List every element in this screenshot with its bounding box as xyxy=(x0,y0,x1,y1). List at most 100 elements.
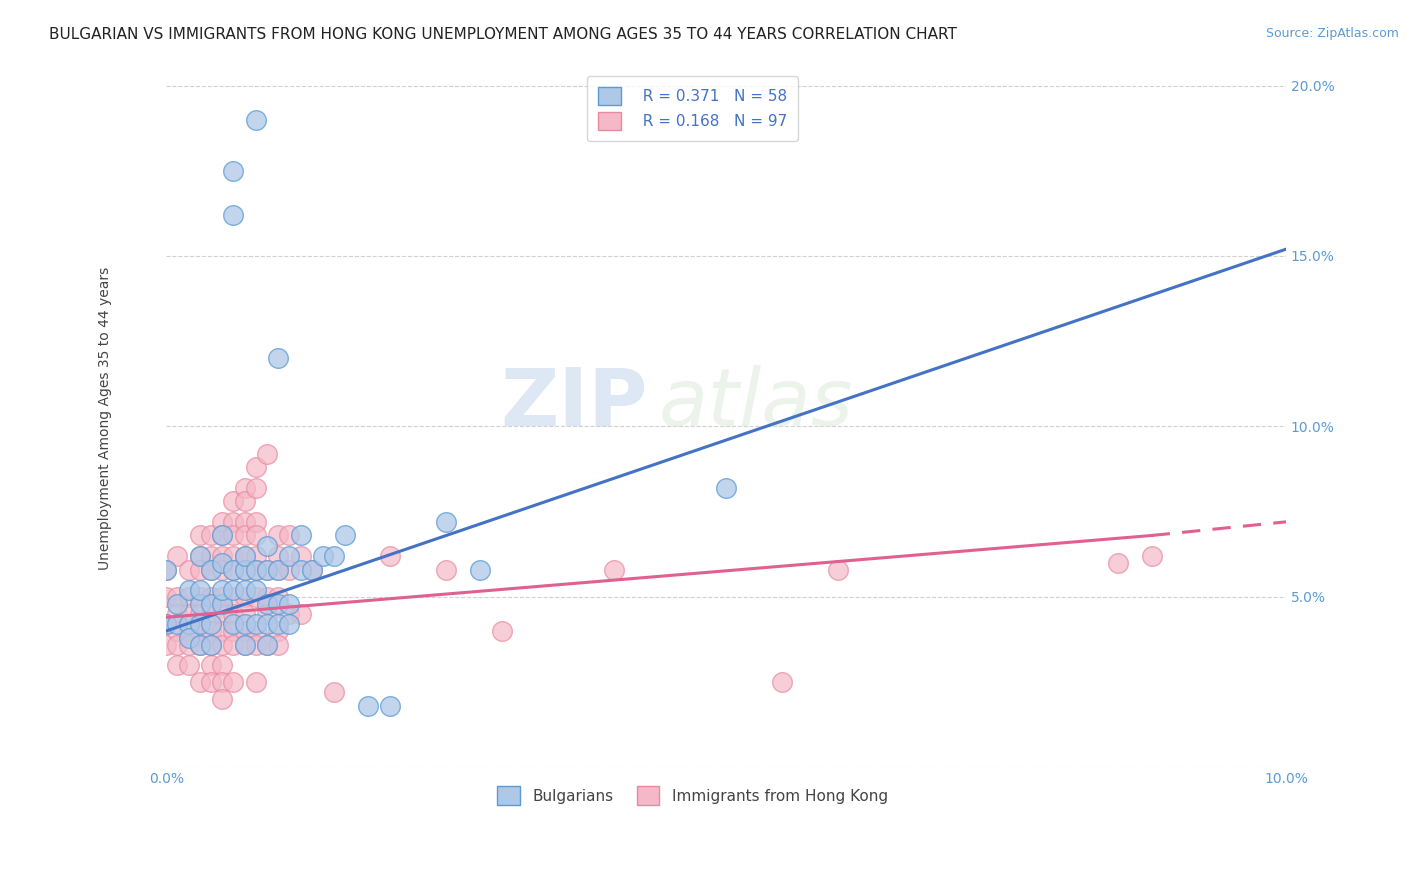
Point xyxy=(200,590,222,604)
Point xyxy=(166,549,188,563)
Point xyxy=(267,528,290,542)
Point xyxy=(200,617,222,632)
Point xyxy=(245,563,267,577)
Point xyxy=(278,607,301,621)
Point xyxy=(267,590,290,604)
Point xyxy=(211,515,233,529)
Point xyxy=(323,549,346,563)
Point xyxy=(177,658,200,673)
Point xyxy=(155,590,177,604)
Point xyxy=(312,549,335,563)
Point xyxy=(211,556,233,570)
Point xyxy=(188,582,211,597)
Point xyxy=(177,617,200,632)
Text: Source: ZipAtlas.com: Source: ZipAtlas.com xyxy=(1265,27,1399,40)
Point xyxy=(770,675,793,690)
Point xyxy=(177,563,200,577)
Point xyxy=(166,638,188,652)
Point xyxy=(256,447,278,461)
Point xyxy=(357,698,380,713)
Point xyxy=(245,582,267,597)
Point xyxy=(233,638,256,652)
Point xyxy=(222,617,245,632)
Point xyxy=(188,675,211,690)
Point xyxy=(200,638,222,652)
Point xyxy=(245,563,267,577)
Point xyxy=(714,481,737,495)
Point xyxy=(222,528,245,542)
Point xyxy=(380,549,402,563)
Point xyxy=(1140,549,1163,563)
Point xyxy=(256,563,278,577)
Point xyxy=(211,658,233,673)
Point xyxy=(278,597,301,611)
Point xyxy=(222,163,245,178)
Point xyxy=(233,638,256,652)
Point xyxy=(245,675,267,690)
Point xyxy=(278,563,301,577)
Point xyxy=(166,624,188,638)
Point xyxy=(267,549,290,563)
Point xyxy=(245,515,267,529)
Point xyxy=(256,638,278,652)
Point xyxy=(434,515,457,529)
Point xyxy=(177,631,200,645)
Point xyxy=(290,607,312,621)
Point xyxy=(188,549,211,563)
Point xyxy=(211,607,233,621)
Point xyxy=(222,549,245,563)
Point xyxy=(177,590,200,604)
Point xyxy=(290,563,312,577)
Point xyxy=(177,582,200,597)
Point xyxy=(188,528,211,542)
Point xyxy=(222,582,245,597)
Point xyxy=(211,528,233,542)
Point xyxy=(188,563,211,577)
Point xyxy=(233,624,256,638)
Point xyxy=(245,638,267,652)
Point xyxy=(245,528,267,542)
Point xyxy=(245,617,267,632)
Point xyxy=(211,528,233,542)
Point xyxy=(233,481,256,495)
Point xyxy=(188,607,211,621)
Point xyxy=(256,539,278,553)
Point xyxy=(200,638,222,652)
Point xyxy=(188,590,211,604)
Point xyxy=(301,563,323,577)
Text: BULGARIAN VS IMMIGRANTS FROM HONG KONG UNEMPLOYMENT AMONG AGES 35 TO 44 YEARS CO: BULGARIAN VS IMMIGRANTS FROM HONG KONG U… xyxy=(49,27,957,42)
Point xyxy=(256,638,278,652)
Point xyxy=(245,590,267,604)
Point xyxy=(200,528,222,542)
Point xyxy=(267,563,290,577)
Point xyxy=(166,607,188,621)
Text: Unemployment Among Ages 35 to 44 years: Unemployment Among Ages 35 to 44 years xyxy=(97,266,111,569)
Point xyxy=(233,515,256,529)
Point xyxy=(188,638,211,652)
Point xyxy=(200,597,222,611)
Point xyxy=(290,549,312,563)
Point xyxy=(188,597,211,611)
Point xyxy=(222,675,245,690)
Point xyxy=(827,563,849,577)
Point xyxy=(335,528,357,542)
Point xyxy=(211,675,233,690)
Point xyxy=(233,617,256,632)
Point xyxy=(323,685,346,699)
Point xyxy=(222,563,245,577)
Point xyxy=(267,617,290,632)
Point xyxy=(177,624,200,638)
Point xyxy=(166,597,188,611)
Point xyxy=(245,460,267,475)
Point xyxy=(200,563,222,577)
Point xyxy=(155,563,177,577)
Point xyxy=(256,607,278,621)
Point xyxy=(222,494,245,508)
Point xyxy=(166,658,188,673)
Point xyxy=(211,549,233,563)
Point xyxy=(155,638,177,652)
Point xyxy=(211,638,233,652)
Point xyxy=(233,563,256,577)
Point xyxy=(188,624,211,638)
Point xyxy=(222,607,245,621)
